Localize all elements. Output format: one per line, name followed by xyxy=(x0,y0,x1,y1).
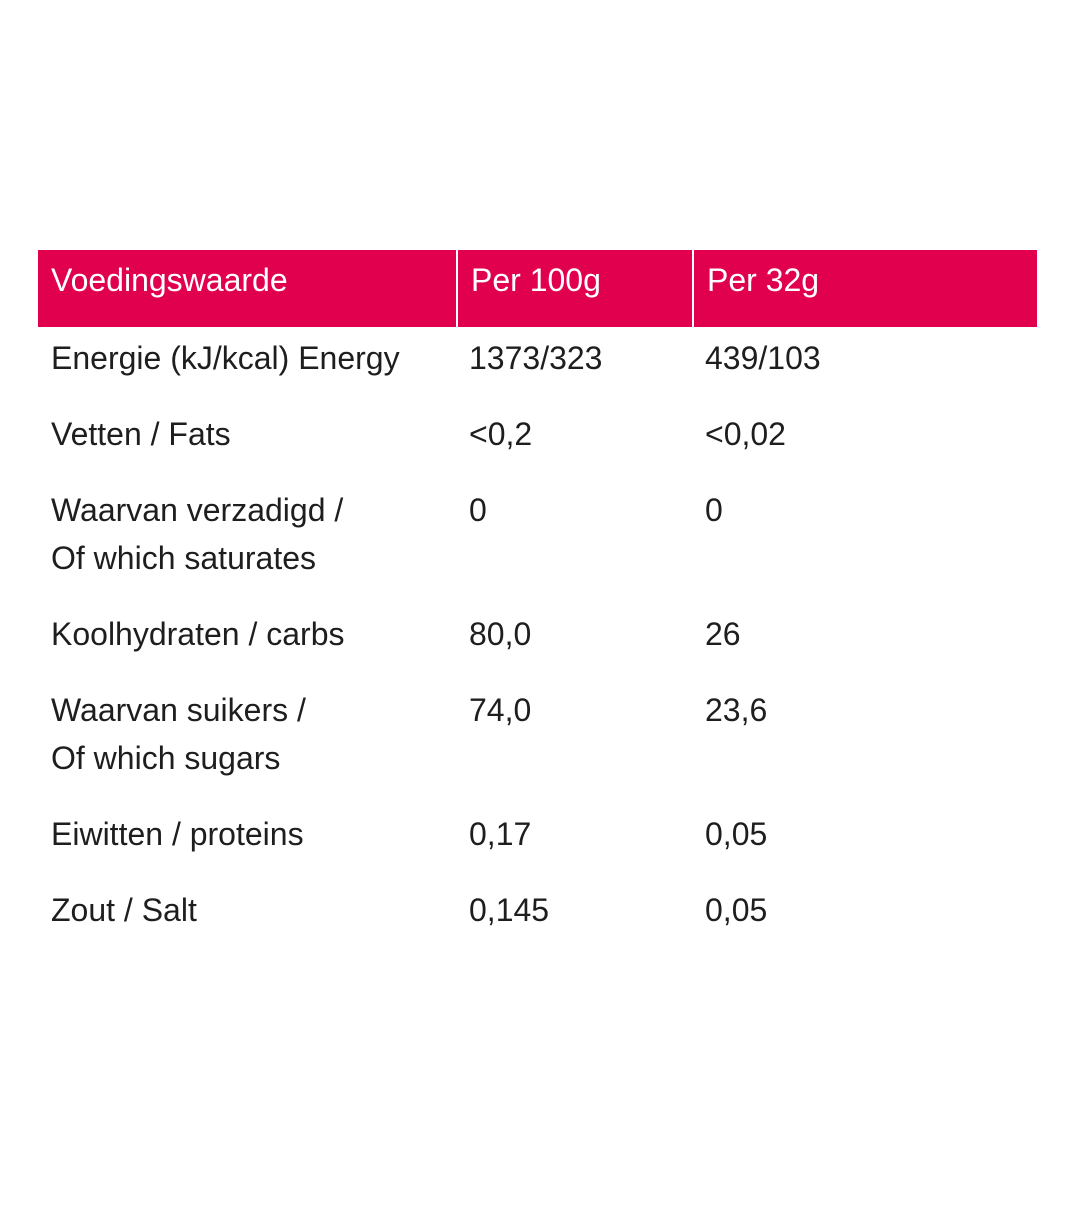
value-cell: <0,02 xyxy=(705,416,786,452)
value-cell: 0,145 xyxy=(469,892,550,928)
value-cell: 0,05 xyxy=(705,892,768,928)
row-label: Waarvan suikers / Of which sugars xyxy=(38,679,456,803)
cell-line: Eiwitten / proteins xyxy=(51,816,304,852)
table-row: Zout / Salt 0,145 0,05 xyxy=(38,879,1037,955)
value-cell: 74,0 xyxy=(469,692,532,728)
value-cell: 0 xyxy=(469,492,487,528)
table-row: Vetten / Fats <0,2 <0,02 xyxy=(38,403,1037,479)
cell-line: Vetten / Fats xyxy=(51,416,231,452)
value-cell: 439/103 xyxy=(705,340,821,376)
nutrition-table: Voedingswaarde Per 100g Per 32g Energie (kJ… xyxy=(38,250,1037,955)
header-row: Voedingswaarde Per 100g Per 32g xyxy=(38,250,1037,327)
table-row: Waarvan verzadigd / Of which saturates 0 0 xyxy=(38,479,1037,603)
value-cell: 0,05 xyxy=(705,816,768,852)
row-label: Vetten / Fats xyxy=(38,403,456,479)
value-cell: 80,0 xyxy=(469,616,532,652)
table-row: Koolhydraten / carbs 80,0 26 xyxy=(38,603,1037,679)
header-cell: Voedingswaarde xyxy=(38,250,456,327)
value-cell: 0,17 xyxy=(469,816,532,852)
table-row: Waarvan suikers / Of which sugars 74,0 23,6 xyxy=(38,679,1037,803)
row-label: Eiwitten / proteins xyxy=(38,803,456,879)
cell-line: Waarvan verzadigd / xyxy=(51,492,344,528)
cell-line: Of which sugars xyxy=(51,740,281,776)
header-cell: Per 100g xyxy=(456,250,692,327)
value-cell: 0 xyxy=(705,492,723,528)
value-cell: 23,6 xyxy=(705,692,768,728)
cell-line: Zout / Salt xyxy=(51,892,197,928)
cell-line: Koolhydraten / carbs xyxy=(51,616,345,652)
value-cell: 26 xyxy=(705,616,741,652)
value-cell: <0,2 xyxy=(469,416,533,452)
table-row: Energie (kJ/kcal) Energy 1373/323 439/103 xyxy=(38,327,1037,403)
header-cell: Per 32g xyxy=(692,250,1037,327)
row-label: Koolhydraten / carbs xyxy=(38,603,456,679)
table-row: Eiwitten / proteins 0,17 0,05 xyxy=(38,803,1037,879)
value-cell: 1373/323 xyxy=(469,340,603,376)
cell-line: Of which saturates xyxy=(51,540,316,576)
row-label: Zout / Salt xyxy=(38,879,456,955)
row-label: Energie (kJ/kcal) Energy xyxy=(38,327,456,403)
cell-line: Waarvan suikers / xyxy=(51,692,306,728)
cell-line: Energie (kJ/kcal) Energy xyxy=(51,340,400,376)
row-label: Waarvan verzadigd / Of which saturates xyxy=(38,479,456,603)
